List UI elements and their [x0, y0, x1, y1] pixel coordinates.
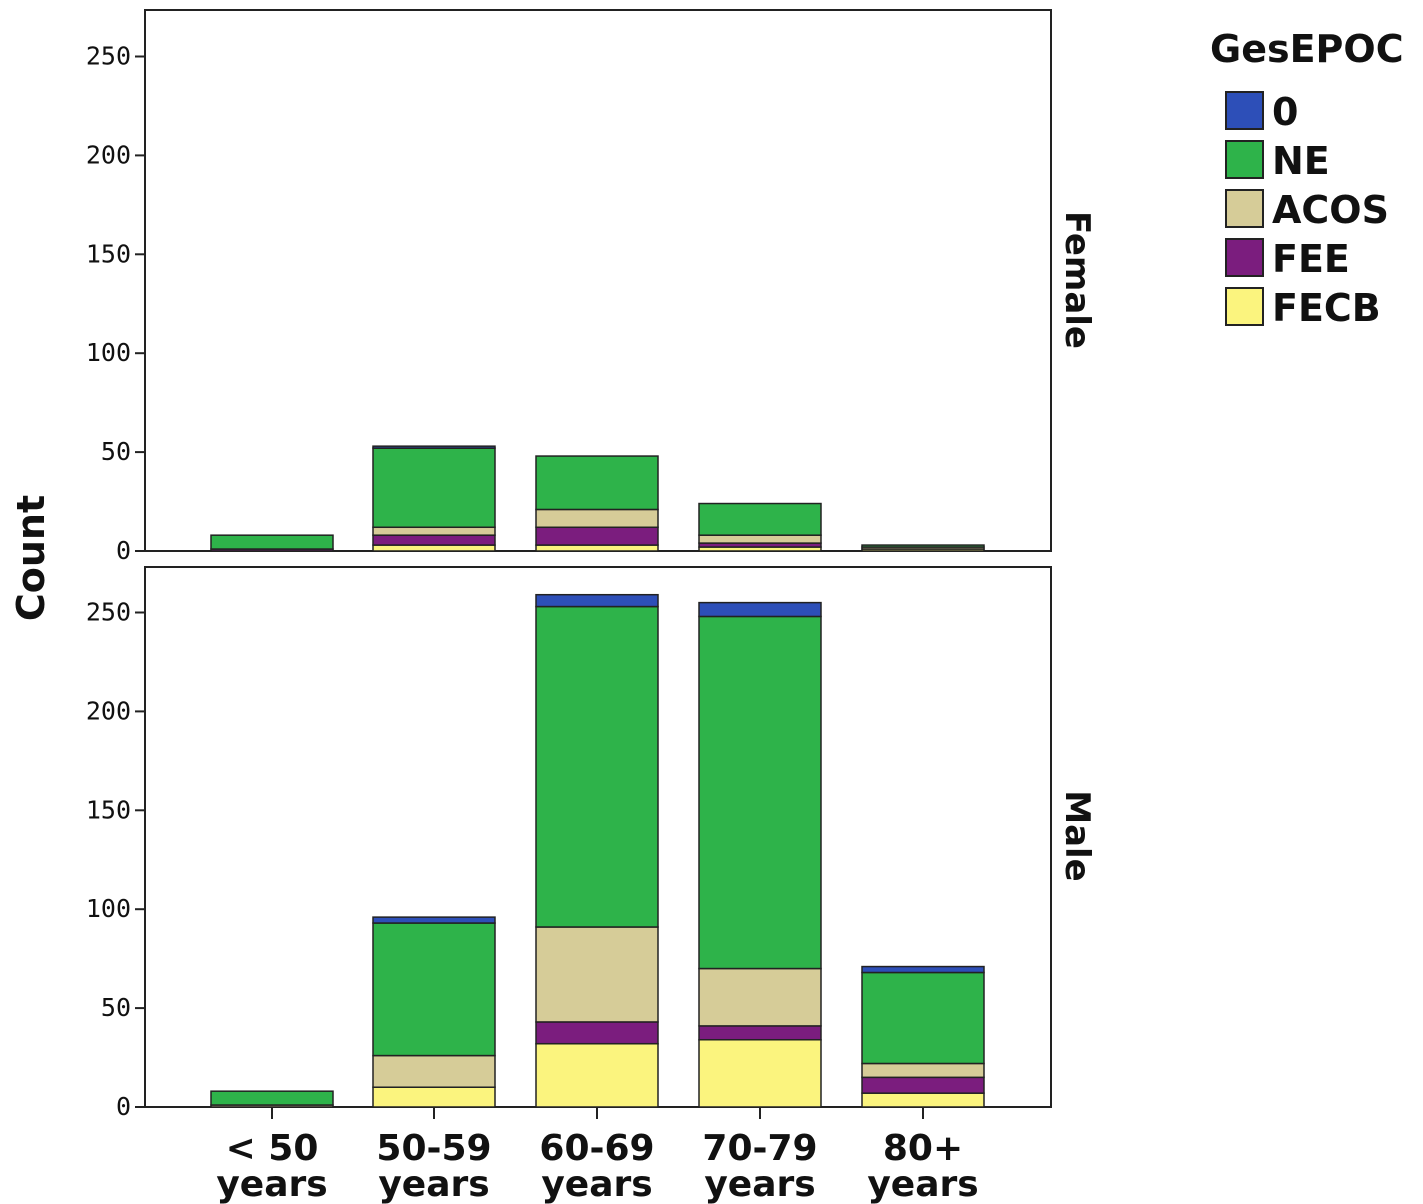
female-y-tick-label-200: 200: [86, 140, 131, 169]
legend-items: 0 NE ACOS FEE FECB: [1225, 90, 1389, 330]
male-bar-80-0: [861, 965, 985, 974]
legend-title: GesEPOC: [1210, 27, 1404, 71]
male-bar-50-ne: [210, 1090, 334, 1106]
x-tick-label-80-years: years: [867, 1164, 978, 1204]
male-bar-80-acos: [861, 1062, 985, 1079]
male-y-tick-label-150: 150: [86, 795, 131, 824]
legend-swatch-acos: [1225, 189, 1264, 228]
x-tick-label-70-79-years: years: [704, 1164, 815, 1204]
male-bar-70-79-acos: [698, 967, 822, 1027]
legend-item-0: 0: [1225, 90, 1298, 134]
female-bar-50-ne: [210, 534, 334, 550]
male-bar-60-69-fee: [535, 1021, 659, 1045]
legend-item-acos: ACOS: [1225, 188, 1389, 232]
male-bar-50-59-acos: [372, 1054, 496, 1088]
male-bar-50-59-0: [372, 916, 496, 924]
male-bar-50-59-fecb: [372, 1086, 496, 1108]
male-bar-70-79-0: [698, 601, 822, 618]
legend-label-fecb: FECB: [1272, 286, 1381, 330]
male-bar-60-69-fecb: [535, 1042, 659, 1108]
male-panel: 0 50 100 150 200 250 Male: [86, 566, 1097, 1121]
x-tick-label-50-years: years: [216, 1164, 327, 1204]
female-panel-label: Female: [1057, 211, 1097, 349]
female-bar-60-69-acos: [535, 508, 659, 529]
female-bar-50-59-acos: [372, 526, 496, 536]
legend-label-ne: NE: [1272, 139, 1330, 183]
female-bar-60-69-fecb: [535, 544, 659, 552]
female-bar-50-59-0: [372, 445, 496, 449]
female-bar-70-79-acos: [698, 534, 822, 544]
female-y-tick-label-150: 150: [86, 239, 131, 268]
female-y-tick-label-0: 0: [116, 536, 131, 565]
x-tick-label-80: 80+: [883, 1128, 963, 1169]
male-y-tick-label-100: 100: [86, 894, 131, 923]
legend-item-fecb: FECB: [1225, 286, 1381, 330]
male-bar-70-79-ne: [698, 615, 822, 970]
male-bar-60-69-acos: [535, 926, 659, 1023]
x-tick-label-70-79: 70-79: [702, 1128, 817, 1169]
male-bar-50-59-ne: [372, 922, 496, 1057]
female-panel: 0 50 100 150 200 250 Female: [86, 9, 1097, 565]
legend-item-fee: FEE: [1225, 237, 1350, 281]
legend-swatch-ne: [1225, 140, 1264, 179]
legend-swatch-fecb: [1225, 287, 1264, 326]
legend-swatch-0: [1225, 91, 1264, 130]
male-bar-60-69-0: [535, 593, 659, 608]
x-tick-label-50-59-years: years: [378, 1164, 489, 1204]
male-bar-60-69-ne: [535, 605, 659, 928]
male-y-tick-label-250: 250: [86, 598, 131, 627]
female-bar-80-ne: [861, 544, 985, 548]
female-y-tick-label-250: 250: [86, 42, 131, 71]
male-bar-70-79-fecb: [698, 1038, 822, 1108]
legend-label-acos: ACOS: [1272, 188, 1389, 232]
female-bar-50-59-fecb: [372, 544, 496, 552]
x-tick-label-50: < 50: [226, 1128, 319, 1169]
y-axis-title: Count: [9, 495, 53, 621]
female-bars: [210, 445, 985, 552]
x-tick-label-50-59: 50-59: [376, 1128, 491, 1169]
female-bar-60-69-ne: [535, 455, 659, 511]
legend-label-0: 0: [1272, 90, 1298, 134]
legend: GesEPOC 0 NE ACOS FEE FECB: [1210, 27, 1404, 330]
male-y-tick-label-50: 50: [101, 993, 131, 1022]
male-y-ticks: 0 50 100 150 200 250: [86, 598, 145, 1121]
female-y-tick-label-100: 100: [86, 338, 131, 367]
legend-swatch-fee: [1225, 238, 1264, 277]
female-y-ticks: 0 50 100 150 200 250: [86, 42, 145, 565]
female-bar-60-69-fee: [535, 526, 659, 546]
male-bars: [210, 593, 985, 1108]
legend-label-fee: FEE: [1272, 237, 1350, 281]
x-tick-label-60-69-years: years: [541, 1164, 652, 1204]
female-y-tick-label-50: 50: [101, 437, 131, 466]
female-bar-50-59-ne: [372, 447, 496, 529]
male-y-tick-label-0: 0: [116, 1092, 131, 1121]
legend-item-ne: NE: [1225, 139, 1330, 183]
male-bar-80-fecb: [861, 1092, 985, 1108]
female-bar-70-79-ne: [698, 502, 822, 536]
x-axis: < 50years50-59years60-69years70-79years8…: [216, 1107, 979, 1204]
male-bar-70-79-fee: [698, 1025, 822, 1041]
male-y-tick-label-200: 200: [86, 696, 131, 725]
male-panel-label: Male: [1057, 790, 1097, 882]
male-bar-80-fee: [861, 1076, 985, 1094]
female-bar-50-59-fee: [372, 534, 496, 546]
x-tick-label-60-69: 60-69: [539, 1128, 654, 1169]
male-bar-80-ne: [861, 971, 985, 1065]
